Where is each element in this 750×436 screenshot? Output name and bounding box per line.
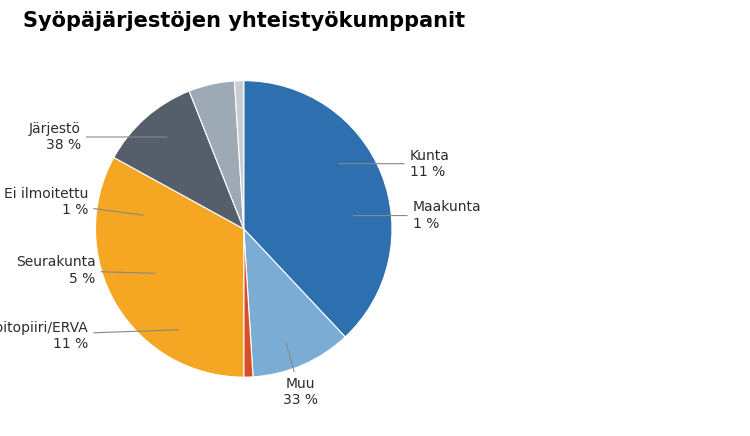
Wedge shape (189, 81, 244, 229)
Wedge shape (244, 81, 392, 337)
Wedge shape (235, 81, 244, 229)
Wedge shape (95, 157, 244, 377)
Text: Sairaanhoitopiiri/ERVA
11 %: Sairaanhoitopiiri/ERVA 11 % (0, 320, 178, 351)
Wedge shape (114, 91, 244, 229)
Text: Ei ilmoitettu
1 %: Ei ilmoitettu 1 % (4, 187, 143, 217)
Wedge shape (244, 229, 253, 377)
Text: Maakunta
1 %: Maakunta 1 % (353, 201, 482, 231)
Text: Kunta
11 %: Kunta 11 % (338, 149, 450, 179)
Title: Syöpäjärjestöjen yhteistyökumppanit: Syöpäjärjestöjen yhteistyökumppanit (22, 11, 465, 31)
Wedge shape (244, 229, 345, 377)
Text: Seurakunta
5 %: Seurakunta 5 % (16, 255, 155, 286)
Text: Muu
33 %: Muu 33 % (283, 343, 317, 407)
Text: Järjestö
38 %: Järjestö 38 % (28, 122, 166, 152)
